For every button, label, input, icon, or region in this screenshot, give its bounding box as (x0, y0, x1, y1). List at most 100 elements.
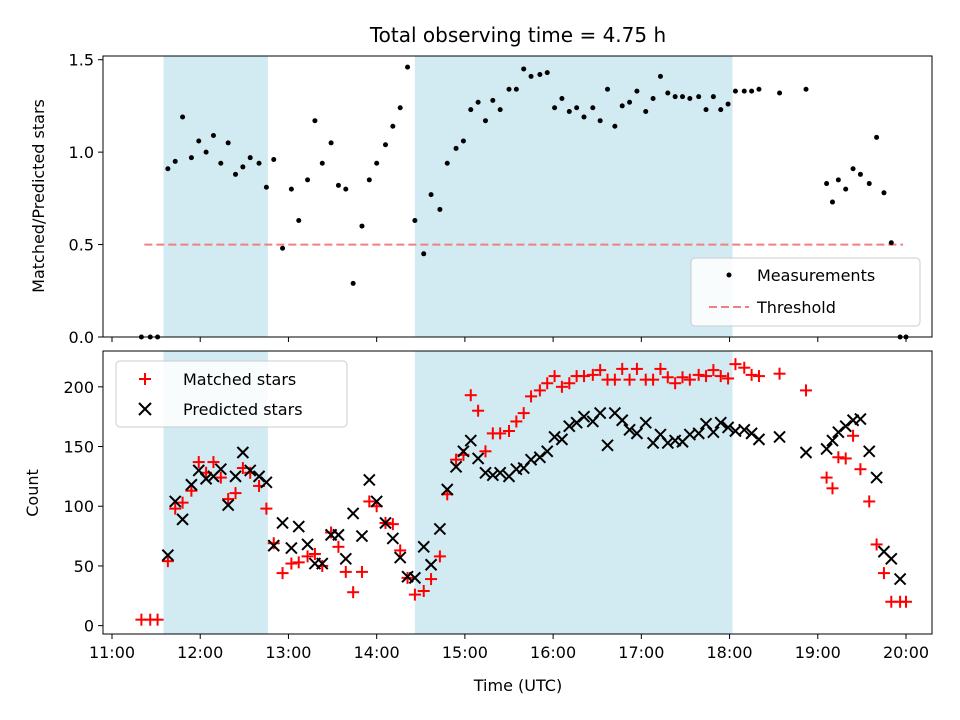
matched-star-point (176, 496, 189, 509)
matched-star-point (608, 373, 621, 386)
predicted-star-point (285, 541, 298, 555)
measurement-point (657, 73, 663, 79)
count-points (135, 358, 912, 626)
matched-star-point (541, 377, 554, 390)
predicted-star-point (493, 466, 507, 480)
predicted-star-point (601, 439, 614, 452)
measurement-point (305, 177, 311, 183)
matched-star-point (714, 370, 727, 383)
measurement-point (888, 240, 894, 246)
bottom-panel: 11:00 12:00 13:00 14:00 15:00 16:00 17:00 18:00… (23, 350, 933, 695)
matched-legend-marker (139, 373, 151, 385)
predicted-star-point (267, 539, 280, 552)
matched-star-point (877, 567, 890, 580)
measurement-point (460, 138, 466, 144)
matched-star-point (707, 364, 720, 377)
measurement-point (559, 96, 565, 102)
x-tick-label: 13:00 (265, 643, 311, 662)
matched-star-point (647, 373, 660, 386)
predicted-legend-marker (138, 402, 152, 416)
matched-star-point (229, 487, 242, 500)
matched-star-point (169, 502, 182, 515)
x-tick-label: 14:00 (354, 643, 400, 662)
measurement-point (665, 90, 671, 96)
predicted-star-point (221, 498, 235, 512)
predicted-star-point (408, 571, 422, 585)
measurement-point (203, 149, 209, 155)
measurement-point (405, 64, 411, 70)
predicted-star-point (826, 434, 839, 447)
measurement-point (328, 140, 334, 146)
measurement-point (803, 86, 809, 92)
matched-star-point (854, 463, 867, 476)
measurement-point (497, 107, 503, 113)
measurement-point (528, 73, 534, 79)
measurement-point (288, 186, 294, 192)
matched-star-point (347, 586, 360, 599)
x-tick-label: 15:00 (442, 643, 488, 662)
bottom-y-tick-label: 200 (63, 378, 94, 397)
matched-star-point (773, 367, 786, 380)
measurement-point (180, 114, 186, 120)
predicted-star-point (370, 495, 383, 508)
predicted-star-point (479, 466, 492, 480)
predicted-star-point (199, 472, 213, 485)
measurement-point (725, 101, 731, 107)
measurement-point (437, 206, 443, 212)
measurement-point (835, 177, 841, 183)
measurement-point (643, 108, 649, 114)
matched-star-point (548, 370, 561, 383)
top-shaded-intervals (163, 56, 733, 337)
matched-star-point (832, 451, 845, 464)
matched-star-point (616, 362, 629, 375)
measurement-point (552, 105, 558, 111)
matched-star-point (563, 377, 576, 390)
measurement-point (490, 97, 496, 103)
bottom-y-tick-label: 100 (63, 497, 94, 516)
measurement-point (710, 94, 716, 100)
matched-star-point (870, 538, 883, 551)
measurement-point (574, 105, 580, 111)
predicted-star-point (893, 572, 907, 586)
predicted-star-point (185, 478, 198, 491)
predicted-star-point (424, 558, 438, 571)
matched-star-point (503, 425, 515, 438)
predicted-star-point (292, 520, 305, 533)
measurement-point (188, 155, 194, 161)
predicted-star-point (386, 532, 400, 545)
matched-star-point (363, 495, 376, 508)
measurement-point (650, 96, 656, 102)
measurement-point (397, 105, 403, 111)
predicted-star-point (332, 528, 345, 542)
measurement-point (428, 192, 434, 198)
measurement-point (829, 199, 835, 205)
top-legend: Measurements Threshold (690, 257, 921, 327)
measurement-point (172, 158, 178, 164)
predicted-star-point (863, 445, 876, 458)
matched-star-point (729, 358, 742, 371)
measurement-point (756, 86, 762, 92)
matched-star-point (525, 390, 538, 403)
matched-star-point (586, 368, 599, 381)
matched-star-point (214, 471, 227, 484)
matched-star-point (839, 452, 852, 465)
matched-star-point (630, 362, 643, 375)
measurement-point (196, 138, 202, 144)
measurements-legend-marker (726, 272, 732, 278)
measurement-point (634, 88, 640, 94)
matched-star-point (161, 555, 174, 568)
measurement-point (350, 280, 356, 286)
bottom-y-tick-label: 0 (84, 617, 94, 636)
matched-star-point (752, 370, 765, 383)
matched-star-point (669, 377, 682, 390)
measurement-point (343, 186, 349, 192)
matched-star-point (494, 427, 507, 440)
predicted-star-point (301, 538, 314, 551)
predicted-star-point (555, 433, 569, 446)
measurement-point (296, 218, 302, 224)
predicted-star-point (870, 471, 883, 484)
shaded-interval (414, 56, 733, 337)
measurement-point (359, 223, 365, 229)
measurement-point (453, 145, 459, 151)
predicted-star-point (773, 430, 786, 444)
